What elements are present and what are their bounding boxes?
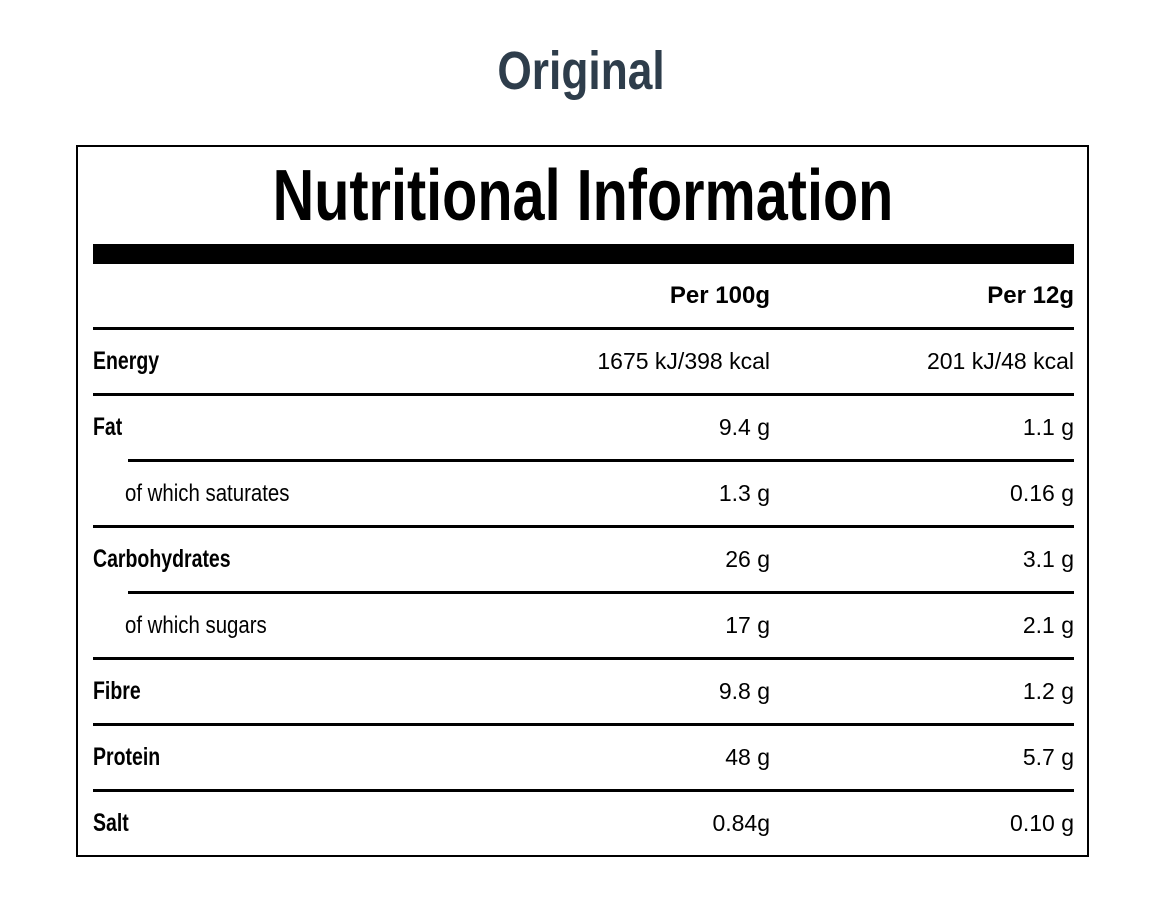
table-row-energy: Energy 1675 kJ/398 kcal 201 kJ/48 kcal bbox=[93, 330, 1074, 393]
row-per12g-value: 0.16 g bbox=[1010, 480, 1074, 506]
table-row-carbohydrates: Carbohydrates 26 g 3.1 g bbox=[93, 528, 1074, 591]
row-per100g-value: 26 g bbox=[725, 546, 770, 572]
row-per100g-value: 48 g bbox=[725, 744, 770, 770]
row-per100g-value: 9.8 g bbox=[718, 678, 770, 704]
divider-bar bbox=[93, 244, 1074, 264]
row-per100g-value: 0.84g bbox=[712, 810, 770, 836]
row-label: Carbohydrates bbox=[93, 545, 231, 573]
row-per12g-value: 1.1 g bbox=[1022, 414, 1074, 440]
separator bbox=[93, 789, 1074, 792]
separator bbox=[93, 393, 1074, 396]
row-per12g-value: 201 kJ/48 kcal bbox=[926, 348, 1074, 374]
row-per100g-value: 9.4 g bbox=[718, 414, 770, 440]
table-row-salt: Salt 0.84g 0.10 g bbox=[93, 792, 1074, 855]
table-row-sugars: of which sugars 17 g 2.1 g bbox=[93, 594, 1074, 657]
row-label: Salt bbox=[93, 809, 129, 837]
row-per12g-value: 2.1 g bbox=[1022, 612, 1074, 638]
separator bbox=[93, 525, 1074, 528]
separator bbox=[93, 657, 1074, 660]
row-label: Protein bbox=[93, 743, 161, 771]
row-per100g-value: 1.3 g bbox=[718, 480, 770, 506]
row-label: of which sugars bbox=[125, 611, 267, 639]
row-label: Fat bbox=[93, 413, 123, 441]
table-row-protein: Protein 48 g 5.7 g bbox=[93, 726, 1074, 789]
row-label: Energy bbox=[93, 347, 160, 375]
separator-indented bbox=[128, 459, 1074, 462]
row-label: Fibre bbox=[93, 677, 141, 705]
table-row-saturates: of which saturates 1.3 g 0.16 g bbox=[93, 462, 1074, 525]
nutrition-panel: Nutritional Information Per 100g Per 12g… bbox=[76, 145, 1089, 857]
panel-heading: Nutritional Information bbox=[78, 160, 1087, 232]
table-row-fat: Fat 9.4 g 1.1 g bbox=[93, 396, 1074, 459]
separator bbox=[93, 327, 1074, 330]
separator bbox=[93, 723, 1074, 726]
row-per12g-value: 1.2 g bbox=[1022, 678, 1074, 704]
row-per12g-value: 5.7 g bbox=[1022, 744, 1074, 770]
row-per12g-value: 3.1 g bbox=[1022, 546, 1074, 572]
header-per-100g: Per 100g bbox=[669, 281, 770, 309]
nutrition-table: Per 100g Per 12g Energy 1675 kJ/398 kcal… bbox=[93, 264, 1074, 855]
page-title: Original bbox=[0, 44, 1162, 98]
row-per100g-value: 1675 kJ/398 kcal bbox=[597, 348, 770, 374]
row-per12g-value: 0.10 g bbox=[1010, 810, 1074, 836]
row-per100g-value: 17 g bbox=[725, 612, 770, 638]
page-title-text: Original bbox=[497, 41, 665, 101]
separator-indented bbox=[128, 591, 1074, 594]
panel-heading-text: Nutritional Information bbox=[272, 156, 893, 236]
row-label: of which saturates bbox=[125, 479, 290, 507]
table-row-fibre: Fibre 9.8 g 1.2 g bbox=[93, 660, 1074, 723]
table-header-row: Per 100g Per 12g bbox=[93, 264, 1074, 327]
header-per-12g: Per 12g bbox=[987, 281, 1074, 309]
